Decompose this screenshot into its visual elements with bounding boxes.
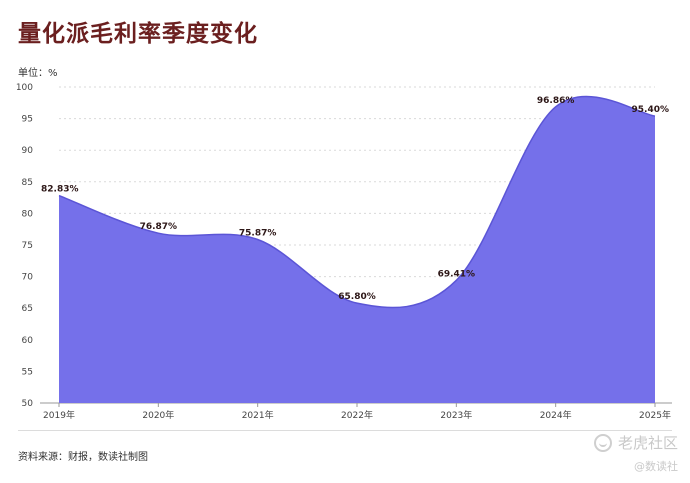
watermark-text: 老虎社区 (617, 434, 678, 452)
data-label: 75.87% (239, 229, 277, 239)
y-tick-label: 65 (22, 304, 33, 314)
x-tick-label: 2019年 (43, 409, 75, 421)
y-tick-label: 75 (22, 241, 33, 251)
x-tick-label: 2023年 (440, 409, 472, 421)
x-tick-label: 2021年 (242, 409, 274, 421)
x-tick-label: 2025年 (639, 409, 671, 421)
y-tick-label: 100 (16, 83, 33, 93)
watermark-handle: @数读社 (634, 460, 678, 473)
y-tick-label: 60 (22, 336, 34, 346)
source-note: 资料来源：财报，数读社制图 (18, 452, 148, 463)
data-labels: 82.83% 76.87% 75.87% 65.80% 69.41% 96.86% 95.4… (41, 96, 669, 302)
unit-label: 单位：% (18, 68, 58, 79)
area-series (59, 96, 655, 404)
data-label: 96.86% (537, 96, 575, 106)
watermark: 老虎社区 (593, 432, 678, 453)
y-tick-label: 80 (22, 209, 34, 219)
x-tick-label: 2024年 (540, 409, 572, 421)
y-tick-label: 55 (22, 367, 33, 377)
x-axis: 2019年 2020年 2021年 2022年 2023年 2024年 2025年 (40, 402, 672, 421)
data-label: 95.40% (632, 105, 670, 115)
x-tick-label: 2022年 (341, 409, 373, 421)
tiger-logo-icon (593, 433, 612, 452)
y-tick-label: 85 (22, 178, 33, 188)
line-series (58, 95, 656, 309)
data-label: 69.41% (438, 269, 476, 279)
y-tick-label: 70 (22, 273, 34, 283)
footer-divider (18, 430, 672, 431)
y-tick-label: 50 (22, 399, 34, 409)
y-tick-label: 95 (22, 115, 33, 125)
data-label: 82.83% (41, 185, 79, 195)
y-axis: 50 55 60 65 70 75 80 85 90 95 100 (16, 83, 33, 409)
chart-title: 量化派毛利率季度变化 (18, 21, 258, 47)
data-label: 76.87% (140, 222, 178, 232)
y-tick-label: 90 (22, 146, 34, 156)
x-tick-label: 2020年 (142, 409, 174, 421)
data-label: 65.80% (338, 292, 376, 302)
